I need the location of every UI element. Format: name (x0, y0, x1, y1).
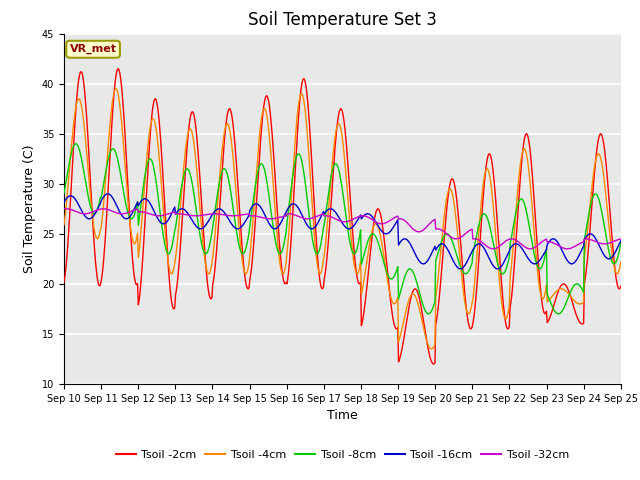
Title: Soil Temperature Set 3: Soil Temperature Set 3 (248, 11, 437, 29)
X-axis label: Time: Time (327, 409, 358, 422)
Text: VR_met: VR_met (70, 44, 116, 54)
Y-axis label: Soil Temperature (C): Soil Temperature (C) (23, 144, 36, 273)
Legend: Tsoil -2cm, Tsoil -4cm, Tsoil -8cm, Tsoil -16cm, Tsoil -32cm: Tsoil -2cm, Tsoil -4cm, Tsoil -8cm, Tsoi… (111, 445, 573, 465)
